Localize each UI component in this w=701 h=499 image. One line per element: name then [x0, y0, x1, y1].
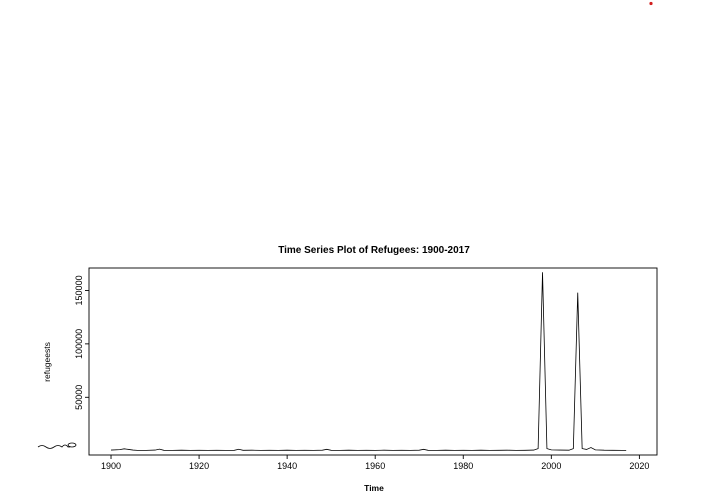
- x-tick-label: 1920: [189, 461, 209, 471]
- x-tick-label: 2000: [541, 461, 561, 471]
- chart-title: Time Series Plot of Refugees: 1900-2017: [278, 245, 470, 256]
- y-tick-label: 150000: [74, 275, 84, 305]
- left-squiggle-mark: [37, 442, 77, 449]
- plot-frame: [88, 267, 658, 456]
- x-tick-label: 2020: [629, 461, 649, 471]
- x-tick-label: 1980: [453, 461, 473, 471]
- y-tick-label: 100000: [74, 329, 84, 359]
- x-tick-label: 1960: [365, 461, 385, 471]
- y-axis-label: refugeests: [42, 342, 52, 382]
- x-tick-label: 1940: [277, 461, 297, 471]
- refugees-series-line: [111, 272, 627, 451]
- y-tick-label: 50000: [74, 385, 84, 410]
- y-axis: 50000 100000 150000: [74, 275, 89, 410]
- x-axis-label: Time: [364, 483, 384, 493]
- x-axis: 1900 1920 1940 1960 1980 2000 2020: [101, 455, 649, 471]
- x-tick-label: 1900: [101, 461, 121, 471]
- red-marker-dot: [649, 1, 653, 6]
